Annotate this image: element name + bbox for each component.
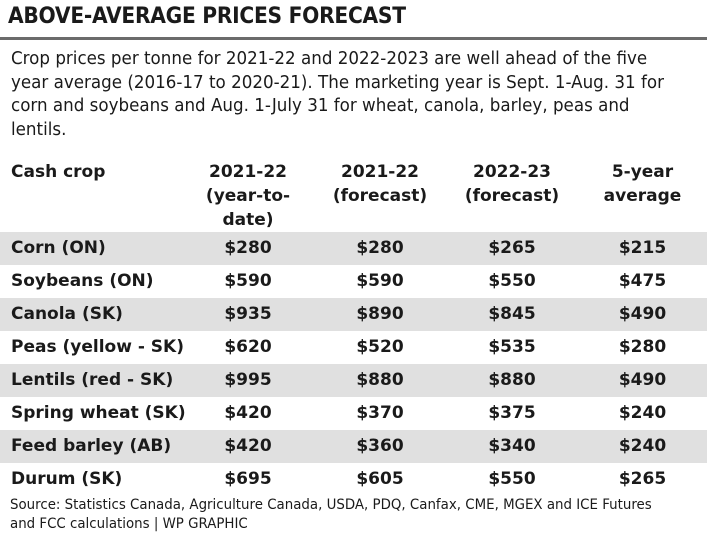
header-2022-23-forecast: 2022-23 (forecast): [446, 158, 578, 232]
header-line2: (year-to-date): [205, 186, 291, 230]
price-cell: $550: [488, 469, 536, 489]
price-cell: $845: [488, 304, 536, 324]
price-cell: $360: [356, 436, 404, 456]
graphic-title: ABOVE-AVERAGE PRICES FORECAST: [8, 4, 406, 29]
header-line1: 2021-22: [340, 162, 420, 182]
table-body: Corn (ON) $280 $280 $265 $215 Soybeans (ON) $5…: [0, 232, 707, 496]
crop-name-cell: Peas (yellow - SK): [11, 337, 184, 357]
price-cell: $280: [224, 238, 272, 258]
price-cell: $935: [224, 304, 272, 324]
graphic-description: Crop prices per tonne for 2021-22 and 20…: [11, 49, 664, 140]
price-cell: $375: [488, 403, 536, 423]
price-cell: $265: [488, 238, 536, 258]
table-row: Corn (ON) $280 $280 $265 $215: [0, 232, 707, 265]
price-cell: $490: [618, 370, 667, 390]
header-line1: 5-year: [611, 162, 674, 182]
price-cell: $265: [618, 469, 667, 489]
title-rule: [0, 37, 707, 40]
price-cell: $280: [618, 337, 667, 357]
price-cell: $420: [224, 436, 272, 456]
table-row: Canola (SK) $935 $890 $845 $490: [0, 298, 707, 331]
crop-name-cell: Spring wheat (SK): [11, 403, 186, 423]
price-cell: $520: [356, 337, 404, 357]
price-cell: $340: [488, 436, 536, 456]
header-5-year-average: 5-year average: [578, 158, 707, 232]
header-cash-crop-label: Cash crop: [11, 162, 106, 182]
price-cell: $590: [356, 271, 404, 291]
table-row: Lentils (red - SK) $995 $880 $880 $490: [0, 364, 707, 397]
crop-name-cell: Durum (SK): [11, 469, 123, 489]
table-row: Peas (yellow - SK) $620 $520 $535 $280: [0, 331, 707, 364]
table-row: Feed barley (AB) $420 $360 $340 $240: [0, 430, 707, 463]
header-cash-crop: Cash crop: [0, 158, 182, 232]
price-cell: $890: [356, 304, 404, 324]
price-cell: $420: [224, 403, 272, 423]
table-row: Soybeans (ON) $590 $590 $550 $475: [0, 265, 707, 298]
price-cell: $240: [618, 436, 667, 456]
price-cell: $490: [618, 304, 667, 324]
price-cell: $695: [224, 469, 272, 489]
price-cell: $550: [488, 271, 536, 291]
crop-name-cell: Canola (SK): [11, 304, 123, 324]
price-cell: $880: [356, 370, 404, 390]
header-line2: average: [603, 186, 682, 206]
crop-name-cell: Soybeans (ON): [11, 271, 154, 291]
price-cell: $620: [224, 337, 272, 357]
source-note: Source: Statistics Canada, Agriculture C…: [10, 497, 652, 532]
price-cell: $215: [618, 238, 667, 258]
header-2021-22-ytd: 2021-22 (year-to-date): [182, 158, 314, 232]
crop-name-cell: Feed barley (AB): [11, 436, 172, 456]
crop-name-cell: Lentils (red - SK): [11, 370, 174, 390]
table-row: Durum (SK) $695 $605 $550 $265: [0, 463, 707, 496]
header-line1: 2022-23: [472, 162, 552, 182]
price-cell: $535: [488, 337, 536, 357]
header-line2: (forecast): [332, 186, 428, 206]
header-row: Cash crop 2021-22 (year-to-date) 2021-22…: [0, 158, 707, 232]
price-cell: $590: [224, 271, 272, 291]
price-cell: $370: [356, 403, 404, 423]
price-cell: $880: [488, 370, 536, 390]
price-cell: $605: [356, 469, 404, 489]
price-cell: $240: [618, 403, 667, 423]
header-2021-22-forecast: 2021-22 (forecast): [314, 158, 446, 232]
crop-name-cell: Corn (ON): [11, 238, 106, 258]
price-cell: $280: [356, 238, 404, 258]
prices-table: Cash crop 2021-22 (year-to-date) 2021-22…: [0, 158, 707, 496]
header-line1: 2021-22: [208, 162, 288, 182]
price-cell: $995: [224, 370, 272, 390]
header-line2: (forecast): [464, 186, 560, 206]
table-row: Spring wheat (SK) $420 $370 $375 $240: [0, 397, 707, 430]
price-cell: $475: [618, 271, 667, 291]
